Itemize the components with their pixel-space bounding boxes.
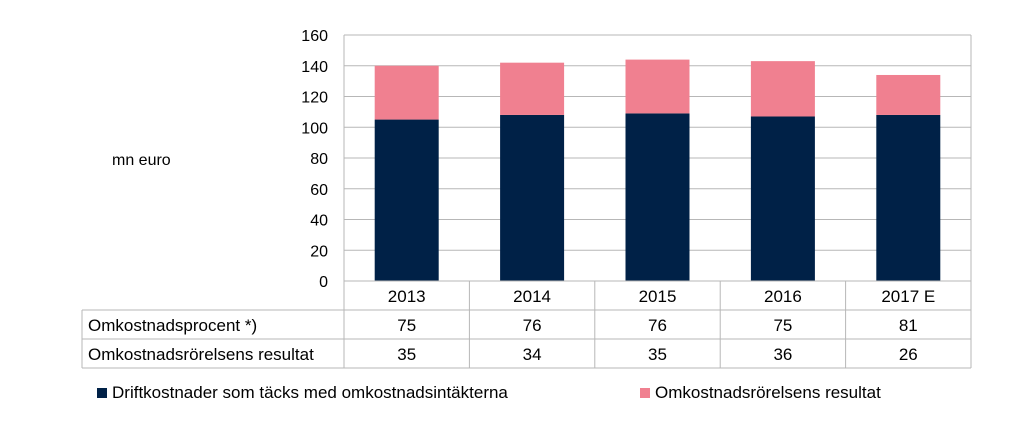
y-tick-label: 0 (319, 274, 328, 291)
legend: Driftkostnader som täcks med omkostnadsi… (97, 383, 881, 402)
bar-resultat-2 (625, 59, 690, 114)
y-tick-labels: 0 20 40 60 80 100 120 140 160 (301, 28, 328, 291)
y-tick-label: 80 (310, 151, 328, 168)
bar-driftkostnader-3 (750, 116, 815, 281)
table-cell: 35 (648, 345, 667, 364)
bar-driftkostnader-2 (625, 113, 690, 281)
y-axis-label: mn euro (112, 152, 171, 169)
category-label: 2013 (388, 287, 426, 306)
table-cell: 75 (773, 316, 792, 335)
bar-resultat-1 (500, 62, 565, 115)
bar-driftkostnader-0 (374, 119, 439, 281)
legend-swatch-0 (97, 388, 107, 398)
table-cell: 76 (648, 316, 667, 335)
legend-label-0: Driftkostnader som täcks med omkostnadsi… (112, 383, 508, 402)
legend-swatch-1 (640, 388, 650, 398)
table-cell: 34 (523, 345, 542, 364)
y-tick-label: 60 (310, 182, 328, 199)
y-tick-label: 160 (301, 28, 328, 45)
y-tick-label: 40 (310, 213, 328, 230)
table-cell: 76 (523, 316, 542, 335)
category-label: 2015 (639, 287, 677, 306)
data-table: 2013 2014 2015 2016 2017 E Omkostnadsprocent … (81, 280, 972, 369)
legend-label-1: Omkostnadsrörelsens resultat (655, 383, 881, 402)
table-cell: 26 (899, 345, 918, 364)
bar-resultat-0 (374, 65, 439, 120)
bar-driftkostnader-1 (500, 114, 565, 281)
y-tick-label: 20 (310, 243, 328, 260)
table-cell: 35 (397, 345, 416, 364)
table-cell: 81 (899, 316, 918, 335)
category-label: 2017 E (881, 287, 935, 306)
table-cell: 75 (397, 316, 416, 335)
bars (374, 59, 941, 281)
table-cell: 36 (773, 345, 792, 364)
category-label: 2016 (764, 287, 802, 306)
y-tick-label: 140 (301, 59, 328, 76)
y-tick-label: 120 (301, 90, 328, 107)
bar-resultat-3 (750, 61, 815, 117)
table-row-label: Omkostnadsprocent *) (88, 316, 257, 335)
table-row-label: Omkostnadsrörelsens resultat (88, 345, 314, 364)
category-label: 2014 (513, 287, 551, 306)
y-tick-label: 100 (301, 120, 328, 137)
bar-resultat-4 (876, 74, 941, 115)
bar-driftkostnader-4 (876, 114, 941, 281)
